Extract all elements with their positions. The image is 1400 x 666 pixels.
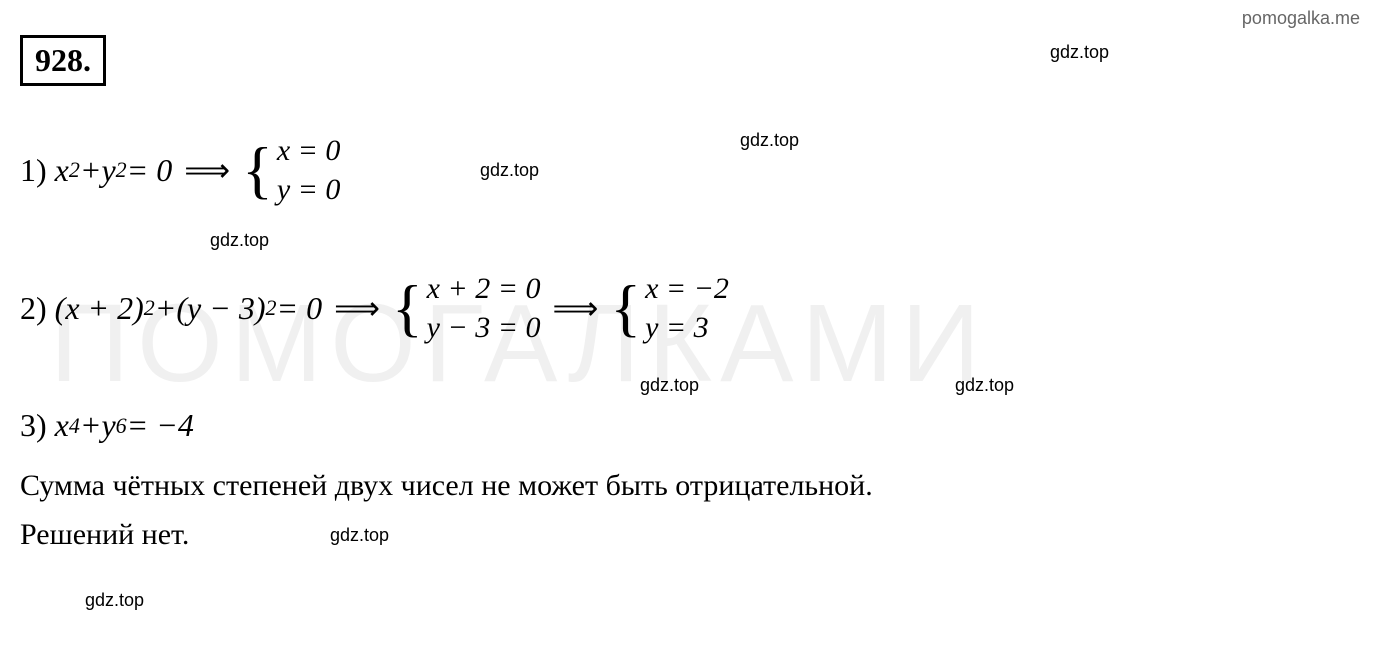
eq2-exp2: 2 [265,295,276,321]
brace-icon: { [610,289,641,327]
eq3-exp1: 4 [69,413,80,439]
eq2-sys1a: x + 2 = 0 [427,269,541,308]
brace-icon: { [392,289,423,327]
eq3-plus: + [80,407,102,444]
content-area: 928. 1) x2 + y2 = 0 ⟹ { x = 0 y = 0 2) (… [20,10,1380,552]
implies-arrow: ⟹ [184,151,230,189]
eq1-equals: = 0 [127,152,173,189]
eq3-exp2: 6 [116,413,127,439]
eq2-sys2b: y = 3 [645,308,729,347]
eq2-number: 2) [20,290,47,327]
equation-3: 3) x4 + y6 = −4 [20,407,1380,444]
eq3-var2: y [101,407,115,444]
eq1-exp1: 2 [69,157,80,183]
equation-1: 1) x2 + y2 = 0 ⟹ { x = 0 y = 0 [20,131,1380,209]
eq1-exp2: 2 [116,157,127,183]
eq2-system1: { x + 2 = 0 y − 3 = 0 [392,269,541,347]
eq1-sys2: y = 0 [277,170,341,209]
eq1-number: 1) [20,152,47,189]
brace-icon: { [242,151,273,189]
eq2-part1: (x + 2) [55,290,144,327]
eq3-number: 3) [20,407,47,444]
eq2-part2: (y − 3) [176,290,265,327]
conclusion-line1: Сумма чётных степеней двух чисел не може… [20,469,1380,503]
problem-number-box: 928. [20,35,106,86]
eq2-sys1b: y − 3 = 0 [427,308,541,347]
eq2-exp1: 2 [144,295,155,321]
eq2-system2: { x = −2 y = 3 [610,269,729,347]
eq3-equals: = −4 [127,407,194,444]
eq1-sys1: x = 0 [277,131,341,170]
conclusion-line2: Решений нет. [20,518,1380,552]
eq1-plus: + [80,152,102,189]
gdz-watermark: gdz.top [85,590,144,611]
eq1-system: { x = 0 y = 0 [242,131,340,209]
implies-arrow: ⟹ [334,289,380,327]
eq3-var1: x [55,407,69,444]
equation-2: 2) (x + 2)2 + (y − 3)2 = 0 ⟹ { x + 2 = 0… [20,269,1380,347]
eq1-var2: y [101,152,115,189]
eq1-var1: x [55,152,69,189]
eq2-plus: + [155,290,177,327]
eq2-sys2a: x = −2 [645,269,729,308]
eq2-equals: = 0 [276,290,322,327]
implies-arrow: ⟹ [552,289,598,327]
